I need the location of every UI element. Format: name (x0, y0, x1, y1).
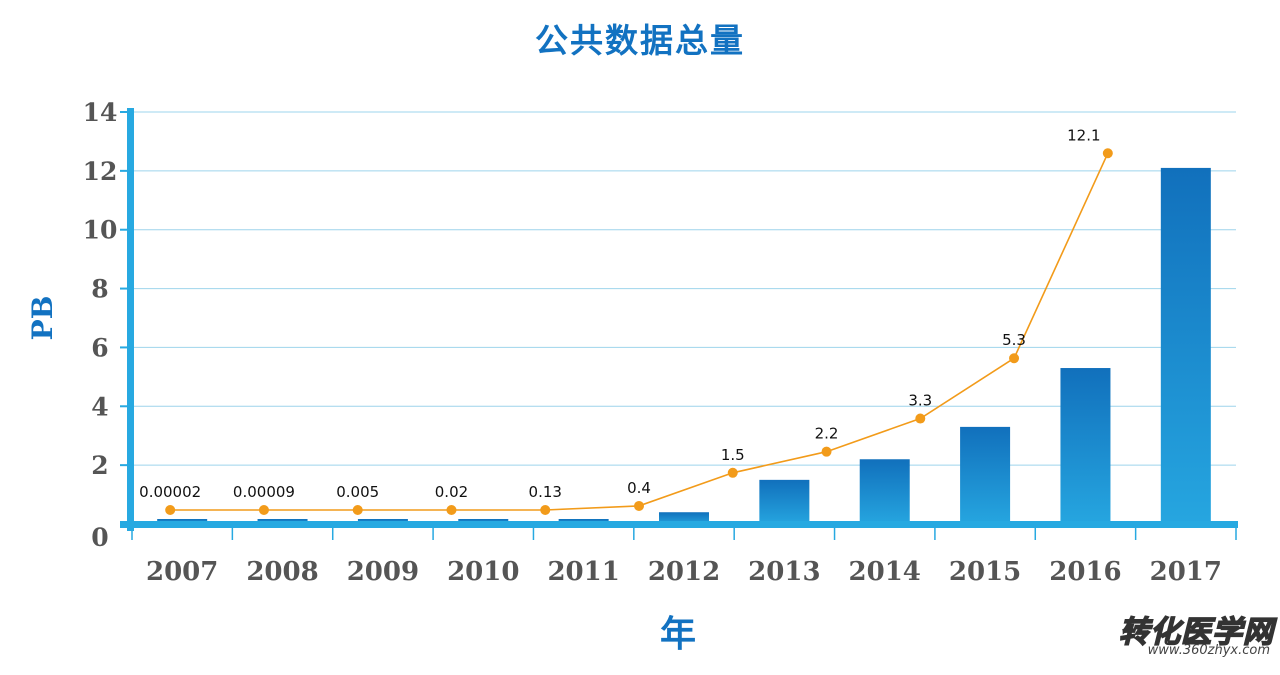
line-series (165, 148, 1113, 515)
line-point-2010 (446, 505, 457, 515)
x-tick-label-2017: 2017 (1150, 557, 1222, 587)
data-label-2010: 0.02 (435, 483, 468, 501)
x-tick-label-2010: 2010 (447, 557, 519, 587)
data-label-2016: 5.3 (1002, 331, 1026, 349)
data-label-2014: 2.2 (815, 425, 839, 443)
y-tick-label-0: 0 (91, 523, 108, 552)
x-axis-line (120, 521, 1238, 528)
data-labels: 0.00002 0.00009 0.005 0.02 0.13 0.4 1.5 2.2 3.3 5… (139, 126, 1100, 501)
y-tick-label-6: 6 (91, 333, 108, 362)
data-label-2009: 0.005 (336, 483, 379, 501)
chart-title: 公共数据总量 (535, 21, 745, 60)
line-point-2008 (258, 505, 269, 515)
bar-2014 (859, 459, 910, 525)
watermark-url: www.360zhyx.com (1147, 643, 1270, 658)
bar-2013 (759, 479, 810, 525)
bar-2017 (1160, 167, 1211, 525)
y-tick-label-8: 8 (91, 275, 108, 304)
line-point-2012 (634, 500, 644, 511)
tick-labels: 0 2 4 6 8 10 12 14 2007 2008 2009 2010 2011 2012 2013 2… (83, 98, 1222, 587)
data-label-2013: 1.5 (721, 446, 745, 464)
y-tick-label-10: 10 (83, 216, 118, 245)
bar-2016 (1060, 368, 1111, 525)
bar-2015 (960, 426, 1011, 525)
grid-lines (132, 111, 1236, 466)
y-tick-label-4: 4 (91, 392, 108, 421)
x-tick-label-2016: 2016 (1049, 557, 1121, 587)
data-label-2008: 0.00009 (233, 483, 295, 501)
line-point-2014 (821, 446, 832, 457)
x-tick-label-2011: 2011 (547, 557, 619, 587)
data-label-2015: 3.3 (908, 392, 932, 410)
line-point-2011 (540, 505, 551, 515)
y-axis-label: PB (26, 296, 59, 341)
y-axis-line (127, 108, 134, 531)
line-point-2013 (727, 467, 738, 478)
x-tick-label-2013: 2013 (748, 557, 820, 587)
x-tick-label-2008: 2008 (246, 557, 318, 587)
line-point-2015 (915, 413, 926, 424)
x-tick-label-2012: 2012 (648, 557, 720, 587)
watermark: 转化医学网 www.360zhyx.com (1096, 607, 1276, 665)
y-tick-label-14: 14 (83, 98, 118, 127)
x-tick-label-2007: 2007 (146, 557, 218, 587)
line-point-2009 (352, 505, 363, 515)
bar-series (157, 167, 1211, 525)
y-tick-label-12: 12 (83, 157, 118, 186)
y-tick-label-2: 2 (91, 451, 108, 480)
data-label-2017: 12.1 (1067, 126, 1100, 144)
x-tick-label-2015: 2015 (949, 557, 1021, 587)
x-tick-label-2009: 2009 (347, 557, 419, 587)
data-label-2007: 0.00002 (139, 483, 201, 501)
line-point-2007 (165, 505, 176, 515)
line-point-2017 (1102, 148, 1113, 159)
axes (120, 108, 1238, 540)
x-tick-label-2014: 2014 (849, 557, 921, 587)
x-axis-label: 年 (660, 614, 696, 655)
line-point-2016 (1009, 353, 1020, 364)
watermark-logo-text: 转化医学网 (1118, 614, 1274, 651)
data-label-2012: 0.4 (627, 479, 651, 497)
data-label-2011: 0.13 (529, 483, 562, 501)
